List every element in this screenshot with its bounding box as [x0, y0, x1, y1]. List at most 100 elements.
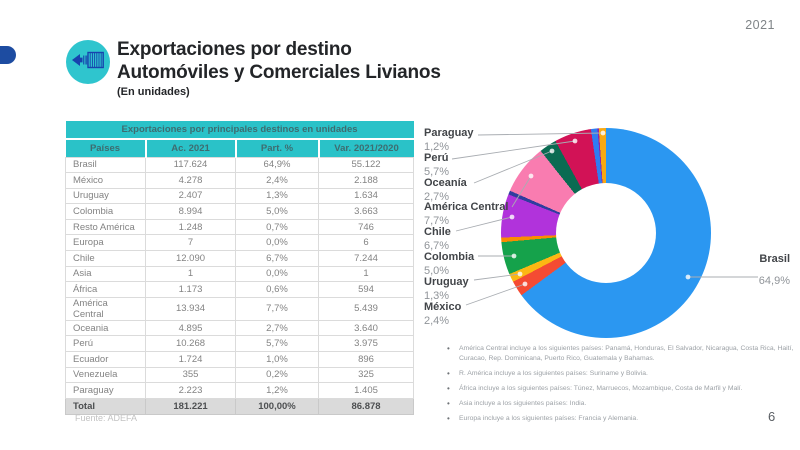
- table-cell: 746: [317, 218, 415, 236]
- table-cell: 4.895: [145, 319, 236, 337]
- table-cell: 3.640: [317, 319, 415, 337]
- callout-label: Oceanía: [424, 176, 467, 189]
- footnote-item: R. América incluye a los siguientes país…: [443, 368, 797, 379]
- table-cell: 117.624: [145, 156, 236, 174]
- table-cell: 5,7%: [235, 335, 319, 353]
- table-cell: Chile: [65, 250, 146, 267]
- table-column-header: Ac. 2021: [144, 139, 236, 157]
- callout-label: Chile: [424, 226, 451, 239]
- table-cell: Europa: [65, 234, 146, 252]
- table-row: Europa 7 0,0% 6: [65, 234, 415, 252]
- table-cell: 1: [145, 265, 236, 283]
- header-icon-badge: [66, 40, 110, 84]
- table-cell: 13.934: [145, 296, 236, 321]
- chart-callout: Colombia 5,0%: [424, 251, 534, 277]
- table-cell: 6,7%: [235, 250, 319, 267]
- table-cell: 100,00%: [235, 397, 319, 415]
- year-badge: 2021: [745, 18, 775, 32]
- table-row: Paraguay 2.223 1,2% 1.405: [65, 382, 415, 399]
- table-cell: 0,6%: [235, 281, 319, 298]
- callout-value: 64,9%: [758, 275, 790, 287]
- table-cell: 7,7%: [235, 296, 319, 321]
- page-number: 6: [768, 409, 776, 424]
- table-cell: 64,9%: [235, 156, 319, 174]
- table-row: Ecuador 1.724 1,0% 896: [65, 351, 415, 368]
- table-cell: 2,4%: [235, 172, 319, 189]
- table-cell: Total: [65, 397, 146, 415]
- source-note: Fuente: ADEFA: [75, 413, 138, 423]
- table-cell: Ecuador: [65, 351, 146, 368]
- callout-value: 7,7%: [424, 215, 450, 228]
- table-cell: 1.634: [317, 187, 415, 205]
- table-cell: 7.244: [317, 250, 415, 267]
- table-cell: 0,2%: [235, 366, 319, 384]
- table-cell: 6: [317, 234, 415, 252]
- destinations-table: Exportaciones por principales destinos e…: [65, 121, 415, 415]
- table-cell: Resto América: [65, 218, 146, 236]
- table-header-row: Países Ac. 2021 Part. % Var. 2021/2020: [65, 139, 414, 157]
- callout-label: Paraguay: [424, 127, 474, 139]
- chart-callout: Paraguay 1,2%: [424, 127, 534, 153]
- callout-value: 2,4%: [424, 314, 450, 327]
- table-row: Uruguay 2.407 1,3% 1.634: [65, 187, 415, 205]
- table-cell: Brasil: [65, 156, 146, 174]
- table-cell: 2,7%: [235, 319, 319, 337]
- table-row: Colombia 8.994 5,0% 3.663: [65, 203, 415, 220]
- table-cell: Perú: [65, 335, 146, 353]
- slide-edge-accent: [0, 46, 16, 64]
- table-cell: Paraguay: [65, 382, 146, 399]
- table-cell: 1,3%: [235, 187, 319, 205]
- footnotes-list: América Central incluye a los siguientes…: [443, 343, 797, 429]
- table-cell: 3.663: [317, 203, 415, 220]
- callout-value: 1,2%: [424, 141, 450, 153]
- chart-callout: Oceanía 2,7%: [424, 177, 534, 203]
- table-cell: 12.090: [145, 250, 236, 267]
- chart-callout-brasil: Brasil 64,9%: [700, 253, 790, 287]
- table-cell: 0,0%: [235, 265, 319, 283]
- table-cell: 1.248: [145, 218, 236, 236]
- table-cell: 1.724: [145, 351, 236, 368]
- table-cell: 7: [145, 234, 236, 252]
- table-cell: 181.221: [145, 397, 236, 415]
- table-cell: 55.122: [317, 156, 415, 174]
- callout-label: Perú: [424, 151, 449, 164]
- table-column-header: Países: [65, 139, 146, 157]
- table-cell: 8.994: [145, 203, 236, 220]
- footnote-item: Europa incluye a los siguientes países: …: [443, 413, 797, 424]
- page-title-line1: Exportaciones por destino: [117, 39, 352, 60]
- callout-value: 1,3%: [424, 289, 450, 302]
- callout-value: 2,7%: [424, 190, 450, 203]
- table-cell: Oceania: [65, 319, 146, 337]
- footnote-item: América Central incluye a los siguientes…: [443, 343, 797, 363]
- callout-label: Uruguay: [424, 275, 469, 288]
- table-row: México 4.278 2,4% 2.188: [65, 172, 415, 189]
- callout-label: Brasil: [759, 253, 790, 265]
- table-row: América Central 13.934 7,7% 5.439: [65, 296, 415, 321]
- table-cell: 1: [317, 265, 415, 283]
- table-cell: 4.278: [145, 172, 236, 189]
- table-cell: 896: [317, 351, 415, 368]
- table-cell: 1.405: [317, 382, 415, 399]
- chart-callout: Chile 6,7%: [424, 226, 534, 252]
- table-cell: 0,0%: [235, 234, 319, 252]
- table-row: Brasil 117.624 64,9% 55.122: [65, 156, 415, 174]
- table-cell: 594: [317, 281, 415, 298]
- table-body: Brasil 117.624 64,9% 55.122 México 4.278 2,4% 2…: [65, 156, 415, 415]
- page-subtitle: (En unidades): [117, 86, 190, 98]
- table-title: Exportaciones por principales destinos e…: [65, 121, 414, 140]
- table-cell: Colombia: [65, 203, 146, 220]
- table-cell: África: [65, 281, 146, 298]
- table-cell: América Central: [65, 296, 146, 321]
- chart-callout: Uruguay 1,3%: [424, 276, 534, 302]
- chart-callout: Perú 5,7%: [424, 152, 534, 178]
- callout-value: 6,7%: [424, 240, 450, 253]
- table-cell: 355: [145, 366, 236, 384]
- table-row: Resto América 1.248 0,7% 746: [65, 218, 415, 236]
- table-cell: 1,0%: [235, 351, 319, 368]
- table-column-header: Var. 2021/2020: [317, 139, 414, 157]
- page-title-line2: Automóviles y Comerciales Livianos: [117, 62, 441, 83]
- callout-label: México: [424, 300, 462, 313]
- table-cell: Venezuela: [65, 366, 146, 384]
- table-row: Perú 10.268 5,7% 3.975: [65, 335, 415, 353]
